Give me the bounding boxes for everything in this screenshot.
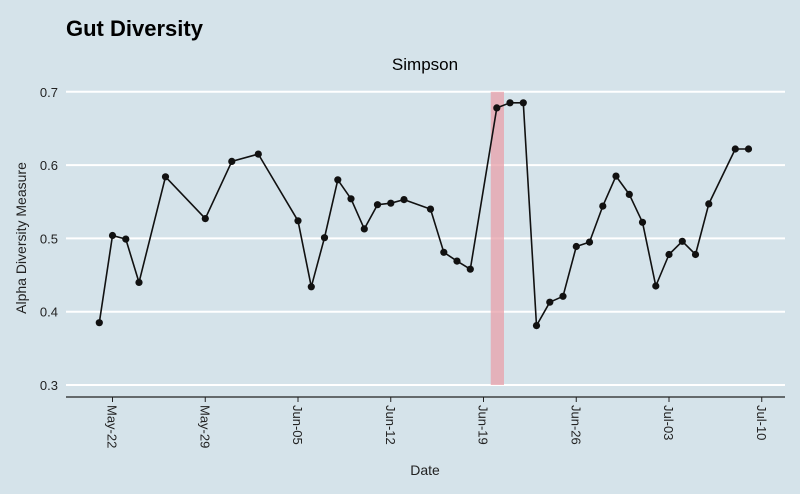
x-axis-ticks: May-22 May-29 Jun-05 Jun-12 Jun-19 Jun-26 Jul-… xyxy=(105,397,769,448)
gridlines xyxy=(66,90,785,386)
data-point xyxy=(678,237,686,245)
data-point xyxy=(532,322,541,330)
data-point xyxy=(400,196,408,204)
x-tick-label: Jun-12 xyxy=(383,405,398,445)
data-point xyxy=(373,201,382,209)
data-point xyxy=(572,242,580,251)
data-point xyxy=(638,218,647,226)
data-point xyxy=(744,145,753,153)
data-point xyxy=(201,215,209,223)
data-point xyxy=(387,199,395,207)
data-point xyxy=(599,202,607,210)
data-point xyxy=(691,250,700,259)
x-tick-label: Jul-10 xyxy=(754,405,769,440)
highlight-band xyxy=(490,91,504,386)
data-point xyxy=(161,173,170,181)
data-point xyxy=(108,231,117,240)
data-point xyxy=(440,248,448,256)
data-point xyxy=(320,234,329,242)
data-point xyxy=(294,217,302,225)
data-point xyxy=(95,319,103,327)
series-line xyxy=(98,102,749,327)
x-tick-label: Jun-19 xyxy=(476,405,491,445)
x-tick-label: May-22 xyxy=(105,405,120,448)
data-point xyxy=(652,282,660,290)
data-point xyxy=(612,172,620,180)
chart-title: Gut Diversity xyxy=(66,16,204,41)
y-axis-label: Alpha Diversity Measure xyxy=(13,162,29,314)
x-tick-label: Jul-03 xyxy=(661,405,676,440)
data-point xyxy=(360,225,368,233)
data-point xyxy=(307,283,315,291)
data-point xyxy=(122,235,130,243)
data-point xyxy=(559,292,567,300)
data-point xyxy=(519,99,527,107)
data-point xyxy=(546,298,554,306)
data-point xyxy=(347,195,355,203)
data-point xyxy=(506,99,514,107)
data-points xyxy=(95,99,753,330)
y-axis-ticks: 0.3 0.4 0.5 0.6 0.7 xyxy=(40,85,58,393)
y-tick-label: 0.7 xyxy=(40,85,58,100)
x-tick-label: Jun-05 xyxy=(290,405,305,445)
data-point xyxy=(493,104,501,112)
x-tick-label: May-29 xyxy=(197,405,212,448)
data-point xyxy=(426,205,435,213)
chart-subtitle: Simpson xyxy=(392,55,458,74)
x-axis-label: Date xyxy=(410,462,440,478)
y-tick-label: 0.5 xyxy=(40,231,58,246)
y-tick-label: 0.6 xyxy=(40,158,58,173)
data-point xyxy=(466,265,474,273)
data-point xyxy=(731,145,739,153)
data-point xyxy=(334,176,342,184)
data-point xyxy=(254,150,262,158)
data-point xyxy=(665,250,673,259)
data-point xyxy=(705,200,713,208)
x-tick-label: Jun-26 xyxy=(568,405,583,445)
y-tick-label: 0.3 xyxy=(40,378,58,393)
y-tick-label: 0.4 xyxy=(40,305,58,320)
data-point xyxy=(453,257,461,265)
data-point xyxy=(625,190,633,198)
data-point xyxy=(585,238,594,246)
data-point xyxy=(228,157,236,165)
data-point xyxy=(135,278,143,286)
